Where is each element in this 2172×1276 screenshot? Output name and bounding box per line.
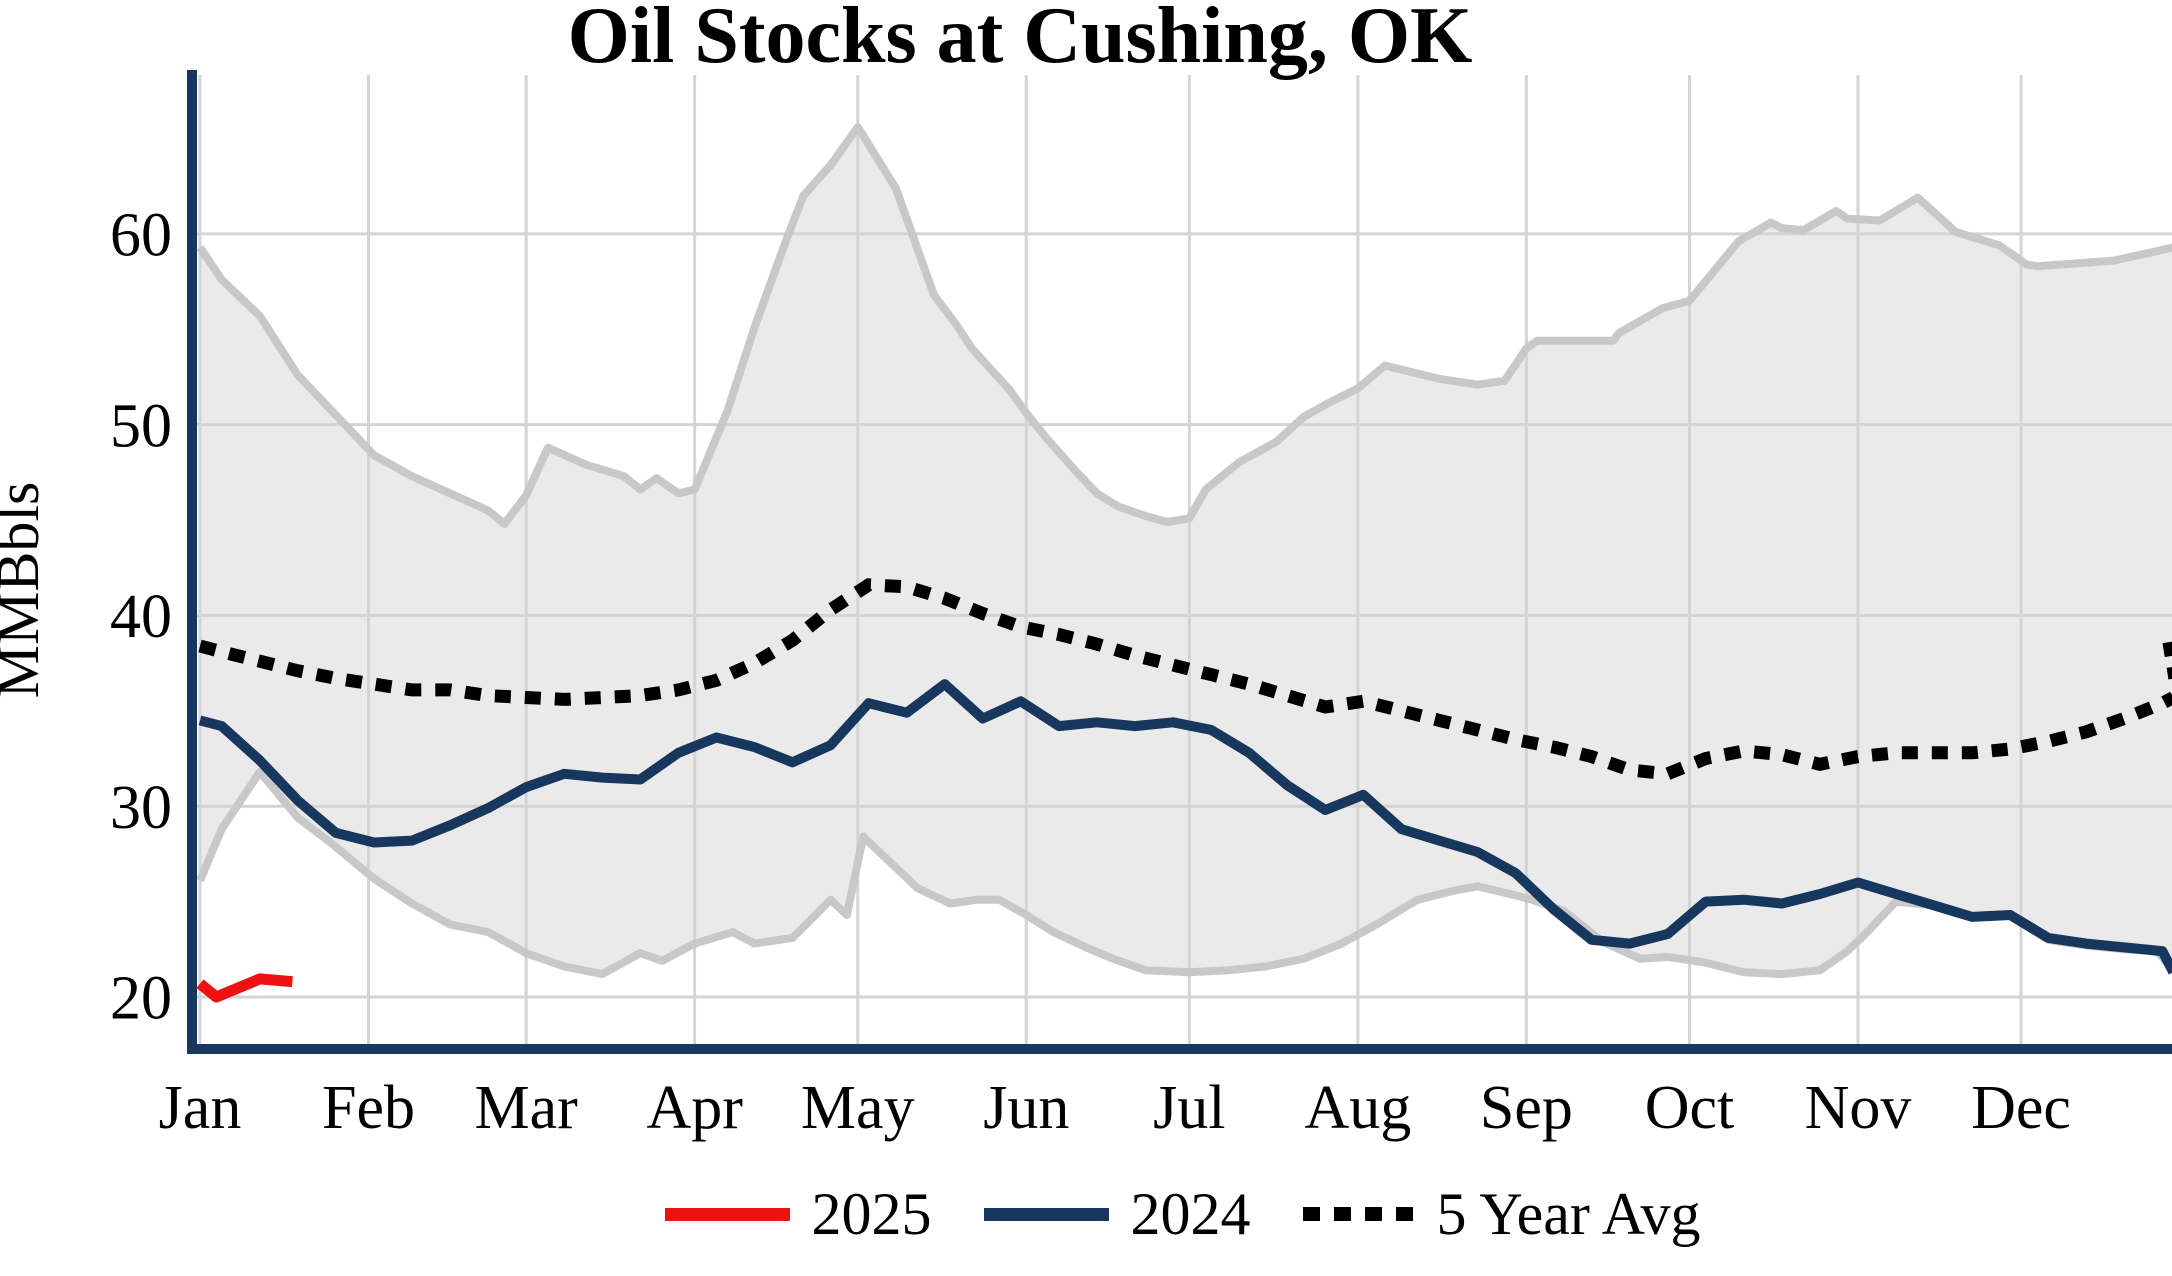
y-tick-label: 30: [110, 774, 172, 842]
legend-label: 2024: [1130, 1181, 1251, 1247]
y-tick-label: 20: [110, 965, 172, 1033]
y-tick-label: 40: [110, 583, 172, 651]
y-axis-spine: [187, 70, 197, 1054]
legend-item-2025: 2025: [664, 1181, 932, 1247]
y-tick-label: 60: [110, 202, 172, 270]
legend-label: 5 Year Avg: [1436, 1181, 1701, 1247]
x-tick-label: Sep: [1480, 1074, 1573, 1142]
legend-item-2024: 2024: [983, 1181, 1251, 1247]
legend-swatch-line: [664, 1207, 790, 1221]
x-tick-label: Nov: [1805, 1074, 1912, 1142]
x-tick-label: Apr: [646, 1074, 743, 1142]
legend-swatch-line: [983, 1207, 1109, 1221]
x-tick-label: Jun: [983, 1074, 1069, 1142]
five-year-range-band: [200, 127, 2172, 975]
x-tick-label: Jul: [1153, 1074, 1225, 1142]
five-year-avg-edge-segment: [2162, 641, 2172, 680]
legend-label: 2025: [811, 1181, 932, 1247]
band-upper-edge: [196, 123, 2172, 528]
chart-legend: 2025 2024 5 Year Avg: [193, 1178, 2172, 1250]
y-tick-label: 50: [110, 392, 172, 460]
y-axis-label: MMBbls: [0, 482, 51, 699]
x-tick-label: Oct: [1645, 1074, 1735, 1142]
legend-item-5-year-avg: 5 Year Avg: [1302, 1181, 1701, 1247]
x-tick-label: Jan: [159, 1074, 242, 1142]
line-2024: [198, 679, 2172, 975]
x-tick-label: Feb: [322, 1074, 415, 1142]
x-tick-label: May: [801, 1074, 915, 1142]
legend-swatch-dotted: [1302, 1207, 1415, 1221]
x-tick-label: Mar: [475, 1074, 579, 1142]
x-axis-spine: [187, 1044, 2172, 1054]
band-lower-edge: [196, 767, 2172, 979]
x-tick-label: Dec: [1971, 1074, 2071, 1142]
line-2025: [196, 973, 293, 1003]
chart-title: Oil Stocks at Cushing, OK: [568, 0, 1473, 80]
x-tick-label: Aug: [1304, 1074, 1411, 1142]
